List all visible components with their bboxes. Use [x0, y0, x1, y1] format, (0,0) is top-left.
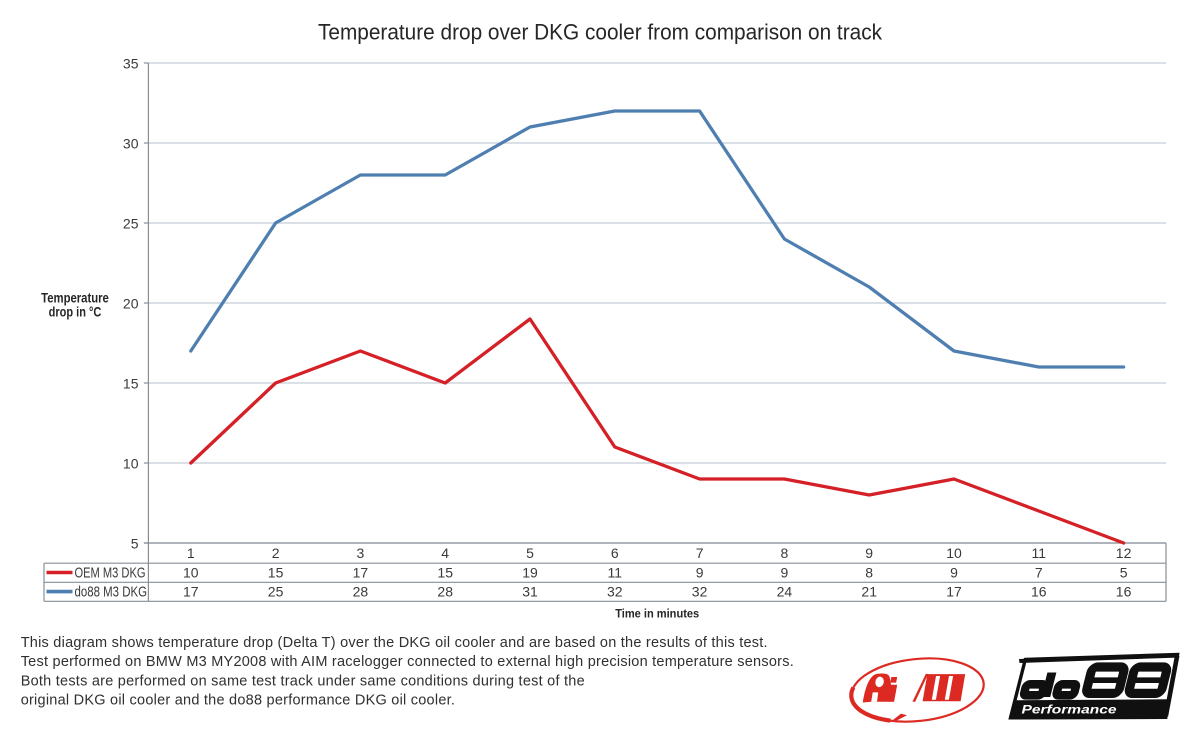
svg-text:7: 7	[696, 545, 704, 561]
svg-text:OEM M3 DKG: OEM M3 DKG	[75, 566, 146, 582]
svg-text:17: 17	[183, 584, 199, 600]
svg-text:2: 2	[272, 545, 280, 561]
svg-text:Temperature drop over DKG cool: Temperature drop over DKG cooler from co…	[318, 20, 883, 45]
svg-text:5: 5	[526, 545, 534, 561]
svg-text:Performance: Performance	[1022, 702, 1117, 716]
svg-text:25: 25	[268, 584, 284, 600]
svg-text:This diagram shows temperature: This diagram shows temperature drop (Del…	[21, 635, 768, 651]
svg-text:15: 15	[437, 565, 453, 581]
svg-text:16: 16	[1031, 584, 1047, 600]
svg-text:32: 32	[607, 584, 623, 600]
svg-text:12: 12	[1116, 545, 1132, 561]
svg-text:8: 8	[781, 545, 789, 561]
svg-text:Test performed on BMW M3 MY200: Test performed on BMW M3 MY2008 with AIM…	[21, 654, 794, 670]
svg-text:17: 17	[353, 565, 369, 581]
svg-text:10: 10	[123, 455, 139, 471]
svg-text:28: 28	[353, 584, 369, 600]
svg-text:original DKG oil cooler and th: original DKG oil cooler and the do88 per…	[21, 693, 455, 709]
svg-text:28: 28	[437, 584, 453, 600]
svg-text:Temperature: Temperature	[41, 290, 109, 306]
svg-text:Both tests are performed on sa: Both tests are performed on same test tr…	[21, 673, 585, 689]
svg-text:25: 25	[123, 215, 139, 231]
svg-text:21: 21	[861, 584, 877, 600]
svg-text:11: 11	[608, 565, 623, 581]
svg-text:24: 24	[777, 584, 793, 600]
svg-text:30: 30	[123, 135, 139, 151]
svg-text:11: 11	[1032, 545, 1047, 561]
svg-text:3: 3	[357, 545, 365, 561]
svg-text:do88 M3 DKG: do88 M3 DKG	[75, 585, 148, 601]
svg-text:7: 7	[1035, 565, 1043, 581]
svg-text:5: 5	[131, 535, 139, 551]
svg-text:16: 16	[1116, 584, 1132, 600]
svg-text:Time in minutes: Time in minutes	[615, 607, 699, 621]
svg-text:6: 6	[611, 545, 619, 561]
svg-text:drop in °C: drop in °C	[49, 304, 102, 320]
svg-text:9: 9	[781, 565, 789, 581]
svg-text:1: 1	[187, 545, 195, 561]
svg-text:4: 4	[441, 545, 449, 561]
svg-text:20: 20	[123, 295, 139, 311]
svg-text:8: 8	[865, 565, 873, 581]
svg-text:32: 32	[692, 584, 708, 600]
svg-text:15: 15	[123, 375, 139, 391]
svg-text:31: 31	[522, 584, 538, 600]
svg-text:9: 9	[950, 565, 958, 581]
svg-text:10: 10	[183, 565, 199, 581]
svg-text:10: 10	[946, 545, 962, 561]
svg-text:15: 15	[268, 565, 284, 581]
svg-text:35: 35	[123, 55, 139, 71]
svg-text:9: 9	[865, 545, 873, 561]
svg-text:5: 5	[1120, 565, 1128, 581]
svg-text:19: 19	[522, 565, 538, 581]
svg-text:9: 9	[696, 565, 704, 581]
svg-text:17: 17	[946, 584, 962, 600]
